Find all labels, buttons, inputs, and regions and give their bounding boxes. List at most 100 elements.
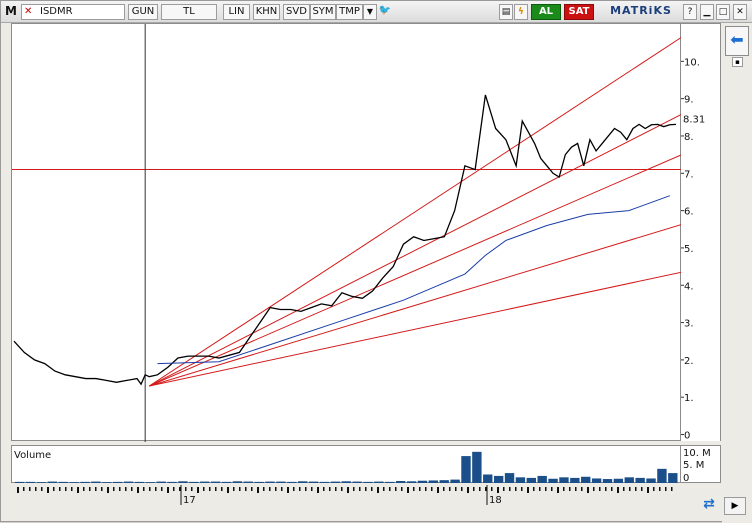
x-tick-mark — [419, 487, 421, 491]
tmp-button[interactable]: TMP — [336, 4, 363, 20]
x-tick-mark — [521, 487, 523, 491]
volume-bar — [613, 478, 624, 483]
volume-bar — [515, 477, 526, 483]
x-tick-mark — [77, 487, 79, 493]
volume-bar — [58, 481, 68, 483]
x-tick-mark — [407, 487, 409, 493]
volume-bar — [69, 482, 79, 483]
symbol-selector[interactable]: ✕ ISDMR — [21, 4, 125, 20]
x-year-label-1: 18 — [489, 495, 502, 506]
volume-bar — [308, 481, 319, 483]
x-tick-mark — [413, 487, 415, 491]
volume-bar — [352, 481, 362, 483]
lightning-icon[interactable]: ϟ — [514, 4, 528, 20]
volume-bar — [319, 481, 330, 483]
volume-bar — [602, 479, 613, 483]
x-tick-mark — [251, 487, 253, 491]
price-chart-svg[interactable] — [12, 24, 691, 442]
x-tick-mark — [131, 487, 133, 491]
sym-button[interactable]: SYM — [310, 4, 336, 20]
x-tick-mark — [47, 487, 49, 493]
panel-toggle-icon[interactable]: ▪ — [732, 57, 743, 67]
volume-bar — [112, 481, 123, 483]
volume-bar — [374, 481, 384, 483]
svd-button[interactable]: SVD — [283, 4, 310, 20]
price-chart[interactable] — [11, 23, 691, 442]
x-tick-mark — [647, 487, 649, 493]
x-tick-mark — [617, 487, 619, 493]
x-tick-mark — [317, 487, 319, 493]
x-tick-mark — [395, 487, 397, 491]
x-tick-mark — [455, 487, 457, 491]
volume-bar — [646, 478, 656, 483]
close-icon[interactable]: ✕ — [733, 4, 747, 20]
x-tick-mark — [287, 487, 289, 493]
x-tick-mark — [311, 487, 313, 491]
x-tick-mark — [65, 487, 67, 491]
volume-bar — [483, 474, 493, 483]
help-icon[interactable]: ? — [683, 4, 697, 20]
x-tick-mark — [221, 487, 223, 491]
volume-bar — [254, 481, 264, 483]
scale-button[interactable]: LIN — [223, 4, 250, 20]
x-tick-mark — [605, 487, 607, 491]
sync-icon[interactable]: ⇄ — [703, 496, 715, 512]
twitter-icon[interactable]: 🐦 — [378, 5, 392, 16]
x-tick-mark — [305, 487, 307, 491]
x-tick-mark — [497, 487, 499, 493]
chevron-down-icon[interactable]: ▼ — [363, 4, 377, 20]
back-arrow-icon[interactable]: ⬅ — [725, 26, 749, 56]
x-tick-mark — [113, 487, 115, 491]
currency-button[interactable]: TL — [161, 4, 217, 20]
y-tick-label-0: 0 — [684, 431, 690, 442]
x-tick-mark — [659, 487, 661, 491]
maximize-icon[interactable]: □ — [716, 4, 730, 20]
y-tick-label-3: 3. — [684, 319, 694, 330]
volume-bar — [363, 481, 373, 483]
volume-bar — [537, 475, 547, 483]
chart-settings-icon[interactable]: ▤ — [499, 4, 513, 20]
volume-bar — [91, 481, 101, 483]
x-tick-mark — [449, 487, 451, 491]
buy-button[interactable]: AL — [531, 4, 561, 20]
time-axis[interactable]: 17 18 — [11, 483, 681, 507]
x-tick-mark — [59, 487, 61, 491]
volume-panel[interactable]: Volume — [11, 445, 681, 483]
volume-bar — [461, 456, 471, 483]
x-tick-mark — [263, 487, 265, 491]
x-tick-mark — [203, 487, 205, 491]
volume-tick-label-1: 5. M — [683, 460, 704, 471]
volume-bar — [200, 481, 210, 483]
volume-bar — [668, 473, 678, 483]
volume-bar — [47, 481, 58, 483]
scroll-right-icon[interactable]: ▶ — [724, 497, 746, 515]
x-tick-mark — [359, 487, 361, 491]
moving-average-line — [157, 195, 671, 365]
khn-button[interactable]: KHN — [253, 4, 280, 20]
volume-bar — [439, 480, 449, 483]
close-symbol-icon[interactable]: ✕ — [24, 6, 33, 17]
volume-bar — [178, 481, 188, 483]
price-axis[interactable]: 0 1. 2. 3. 4. 5. 6. 7. 8. 9. 10. 8.31 — [681, 23, 721, 442]
volume-bar — [80, 481, 90, 483]
x-tick-mark — [581, 487, 583, 491]
x-tick-mark — [503, 487, 505, 491]
volume-bar — [167, 481, 177, 483]
x-tick-mark — [227, 487, 229, 493]
volume-bar — [36, 482, 47, 483]
volume-bar — [330, 481, 341, 483]
x-tick-mark — [671, 487, 673, 491]
time-axis-svg: 17 18 — [17, 485, 673, 506]
x-tick-mark — [197, 487, 199, 493]
period-button[interactable]: GUN — [128, 4, 158, 20]
minimize-icon[interactable]: ▁ — [700, 4, 714, 20]
volume-bar — [548, 478, 558, 483]
volume-bar — [265, 481, 275, 483]
volume-bar — [570, 477, 580, 483]
y-tick-label-6: 6. — [684, 207, 694, 218]
volume-bar — [581, 476, 591, 483]
x-tick-mark — [665, 487, 667, 491]
volume-bar — [210, 481, 221, 483]
x-tick-mark — [53, 487, 55, 491]
sell-button[interactable]: SAT — [564, 4, 594, 20]
